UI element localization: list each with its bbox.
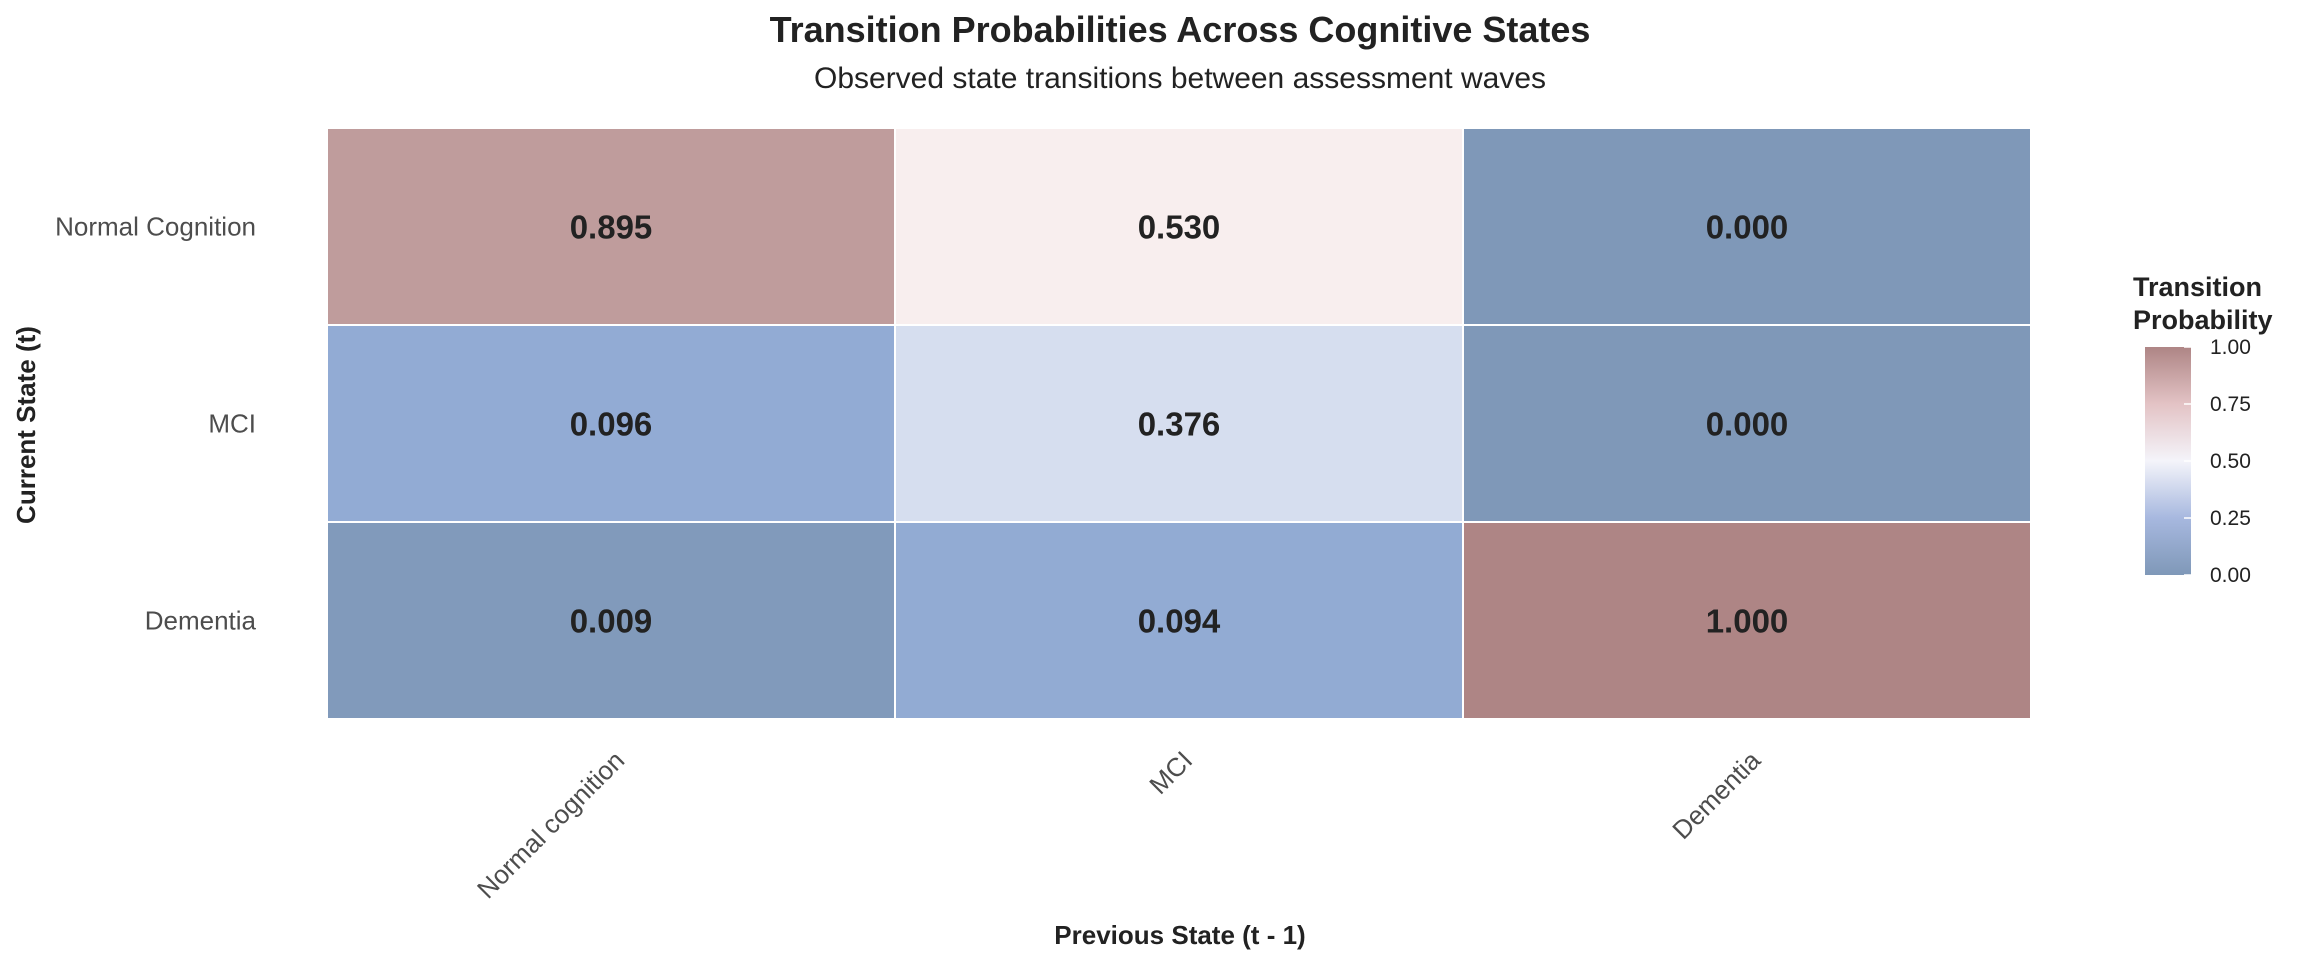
color-legend: Transition Probability 0.00 0.25 0.50 0.75 1… bbox=[2133, 272, 2273, 587]
heatmap-cell-r1-c0 bbox=[326, 324, 896, 523]
x-axis-ticks: Normal cognition MCI Dementia bbox=[471, 745, 1767, 905]
heatmap-cell-r2-c2 bbox=[1462, 521, 2032, 720]
legend-tick-label-2: 0.50 bbox=[2210, 450, 2251, 473]
legend-title-line-1: Transition bbox=[2133, 272, 2262, 302]
y-axis-ticks: Normal Cognition MCI Dementia bbox=[55, 212, 256, 636]
cell-value-label-r0-c0: 0.895 bbox=[570, 209, 653, 246]
y-tick-label-1: MCI bbox=[208, 409, 256, 439]
legend-tick-label-4: 1.00 bbox=[2210, 336, 2251, 359]
heatmap-cell-r2-c0 bbox=[326, 521, 896, 720]
legend-title-line-2: Probability bbox=[2133, 305, 2273, 335]
cell-value-label-r1-c0: 0.096 bbox=[570, 406, 653, 443]
y-axis-title: Current State (t) bbox=[11, 326, 41, 524]
chart-title: Transition Probabilities Across Cognitiv… bbox=[770, 9, 1591, 50]
legend-ticks: 0.00 0.25 0.50 0.75 1.00 bbox=[2184, 336, 2251, 587]
legend-tick-label-3: 0.75 bbox=[2210, 393, 2251, 416]
x-axis-title: Previous State (t - 1) bbox=[1054, 920, 1305, 950]
heatmap-cell-r0-c1 bbox=[894, 127, 1464, 326]
cell-value-label-r2-c0: 0.009 bbox=[570, 603, 653, 640]
heatmap-cell-r0-c0 bbox=[326, 127, 896, 326]
cell-value-label-r0-c1: 0.530 bbox=[1138, 209, 1221, 246]
legend-tick-label-0: 0.00 bbox=[2210, 564, 2251, 587]
heatmap-cell-labels: 0.895 0.530 0.000 0.096 0.376 0.000 0.009 0.094… bbox=[570, 209, 1789, 640]
cell-value-label-r1-c1: 0.376 bbox=[1138, 406, 1221, 443]
y-tick-label-0: Normal Cognition bbox=[55, 212, 256, 242]
heatmap-cell-r1-c1 bbox=[894, 324, 1464, 523]
heatmap-cell-r0-c2 bbox=[1462, 127, 2032, 326]
chart-subtitle: Observed state transitions between asses… bbox=[814, 62, 1546, 95]
cell-value-label-r2-c2: 1.000 bbox=[1706, 603, 1789, 640]
cell-value-label-r1-c2: 0.000 bbox=[1706, 406, 1789, 443]
heatmap-cells bbox=[326, 127, 2032, 720]
heatmap-cell-r2-c1 bbox=[894, 521, 1464, 720]
y-tick-label-2: Dementia bbox=[145, 606, 257, 636]
cell-value-label-r2-c1: 0.094 bbox=[1138, 603, 1221, 640]
legend-tick-label-1: 0.25 bbox=[2210, 507, 2251, 530]
x-tick-label-0: Normal cognition bbox=[471, 745, 630, 904]
cell-value-label-r0-c2: 0.000 bbox=[1706, 209, 1789, 246]
x-tick-label-1: MCI bbox=[1143, 745, 1198, 800]
x-tick-label-2: Dementia bbox=[1666, 745, 1766, 845]
heatmap-cell-r1-c2 bbox=[1462, 324, 2032, 523]
legend-color-bar bbox=[2145, 347, 2191, 575]
